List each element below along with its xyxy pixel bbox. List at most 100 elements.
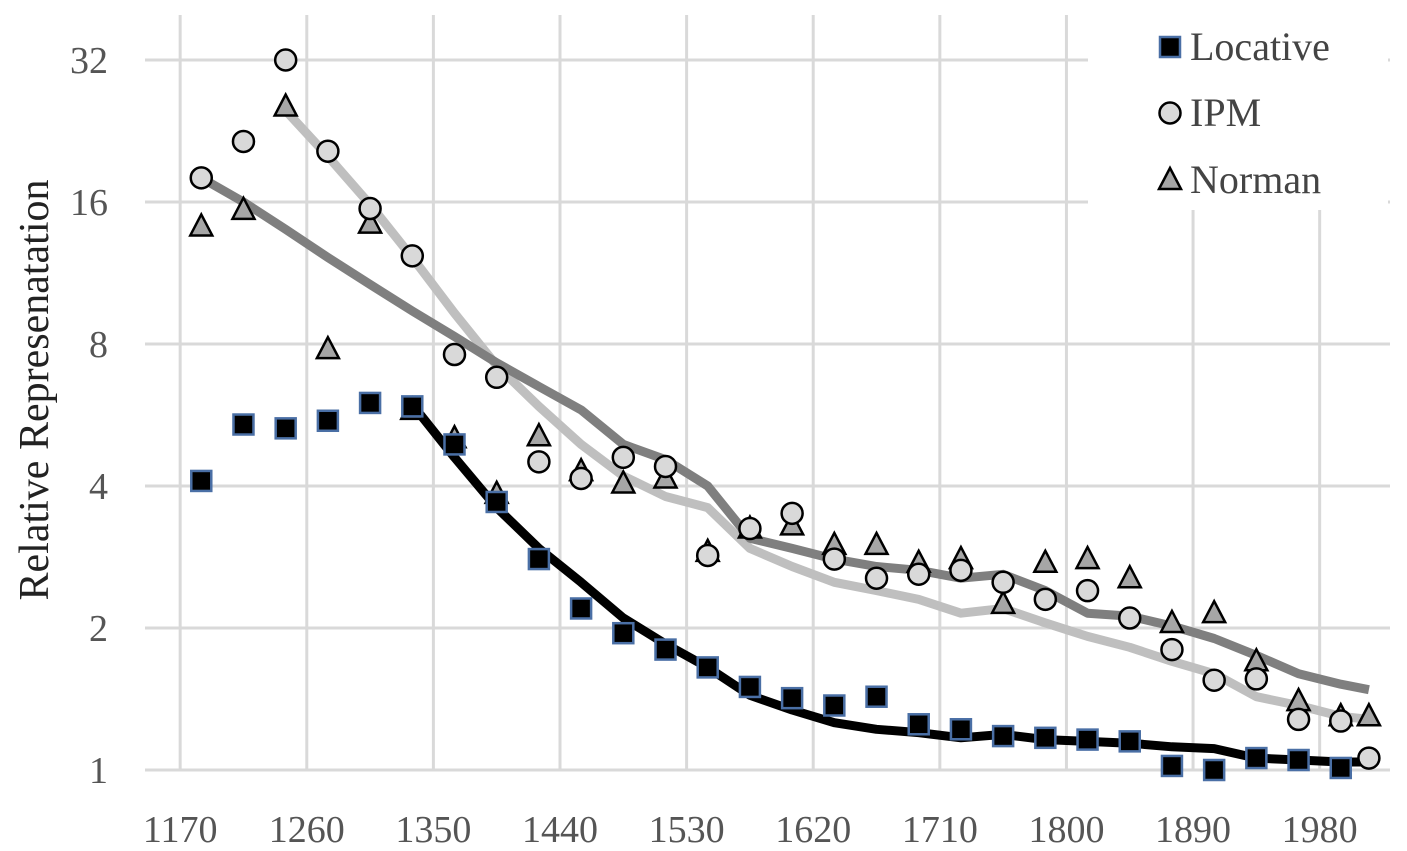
ipm-point: [569, 466, 593, 491]
norman-point: [1116, 563, 1143, 589]
ipm-trend-line: [282, 107, 1370, 724]
x-tick-label: 1440: [522, 809, 598, 851]
ipm-point: [695, 543, 720, 568]
y-tick-label: 16: [70, 182, 108, 224]
ipm-point: [1033, 587, 1058, 612]
ipm-point: [1075, 578, 1100, 603]
norman-point: [1201, 598, 1228, 624]
ipm-point: [653, 454, 678, 479]
ipm-point: [1357, 746, 1381, 770]
locative-point: [443, 433, 466, 456]
ipm-point: [189, 166, 214, 190]
y-tick-label: 32: [70, 40, 108, 82]
x-tick-label: 1980: [1282, 809, 1358, 851]
locative-point: [485, 490, 508, 514]
ipm-point: [400, 244, 425, 268]
locative-point: [358, 391, 382, 415]
y-axis-title: Relative Represenatation: [12, 179, 58, 600]
x-tick-label: 1530: [649, 809, 725, 851]
ipm-point: [780, 501, 804, 526]
locative-point: [190, 469, 213, 493]
locative-point: [527, 547, 551, 571]
y-tick-label: 8: [89, 324, 108, 366]
norman-point: [1032, 548, 1059, 574]
legend-norman-label: Norman: [1190, 157, 1321, 202]
tick-layer: 1170 1260 1350 1440 1530 1620 1710 1800 1890 1980…: [70, 40, 1358, 851]
ipm-point: [442, 342, 467, 367]
legend: Locative IPM Norman: [1088, 10, 1388, 210]
ipm-point: [1329, 709, 1353, 733]
norman-point: [1355, 701, 1382, 727]
ipm-point: [949, 558, 973, 583]
legend-locative-marker: [1158, 35, 1182, 59]
ipm-point: [527, 450, 551, 474]
locative-point: [654, 638, 677, 661]
ipm-point: [611, 445, 636, 470]
y-tick-label: 4: [89, 466, 108, 508]
locative-point: [1287, 748, 1310, 772]
x-tick-label: 1710: [902, 809, 978, 851]
locative-point: [274, 417, 297, 440]
locative-point: [991, 724, 1015, 748]
legend-locative-label: Locative: [1190, 24, 1330, 69]
locative-trend-line: [408, 401, 1369, 767]
ipm-point: [991, 570, 1015, 595]
x-tick-label: 1260: [269, 809, 345, 851]
locative-point: [401, 395, 424, 418]
legend-norman-marker: [1156, 165, 1184, 191]
norman-point: [272, 91, 299, 117]
x-tick-label: 1350: [395, 809, 471, 851]
norman-point: [230, 195, 257, 221]
locative-point: [1118, 730, 1141, 753]
norman-point: [1158, 608, 1186, 634]
ipm-point: [358, 196, 382, 221]
ipm-point: [906, 562, 931, 587]
legend-background: [1088, 10, 1388, 210]
ipm-point: [1244, 667, 1269, 691]
norman-point: [863, 530, 890, 556]
locative-point: [949, 718, 973, 741]
locative-point: [1202, 758, 1226, 782]
norman-point: [188, 211, 215, 237]
locative-point: [1245, 746, 1268, 770]
locative-point: [1034, 726, 1057, 750]
locative-point: [696, 656, 719, 679]
trend-layer: [199, 107, 1370, 767]
y-tick-label: 2: [89, 608, 108, 650]
legend-ipm-marker: [1158, 101, 1182, 125]
ipm-point: [231, 129, 256, 154]
locative-point: [612, 621, 635, 645]
locative-point: [738, 675, 762, 699]
locative-point: [780, 686, 804, 710]
ipm-point: [1202, 668, 1226, 692]
norman-point: [525, 421, 552, 447]
marker-layer: [188, 48, 1382, 782]
ipm-point: [738, 516, 762, 541]
locative-point: [316, 409, 340, 433]
locative-point: [865, 685, 888, 708]
norman-point: [1074, 544, 1101, 570]
x-tick-label: 1170: [143, 809, 218, 851]
locative-point: [1329, 756, 1353, 780]
ipm-point: [822, 547, 847, 571]
norman-point: [314, 334, 341, 360]
y-tick-label: 1: [89, 750, 108, 792]
ipm-point: [484, 365, 509, 390]
grid-layer: [145, 15, 1390, 772]
ipm-point: [273, 48, 298, 72]
ipm-point: [1286, 707, 1311, 732]
locative-point: [823, 694, 846, 717]
x-tick-label: 1890: [1155, 809, 1231, 851]
norman-point: [990, 589, 1017, 615]
ipm-point: [1117, 606, 1142, 630]
norman-trend-line: [199, 173, 1370, 695]
locative-point: [907, 713, 930, 736]
locative-point: [1160, 754, 1184, 778]
locative-point: [1076, 728, 1099, 751]
locative-point: [569, 597, 593, 620]
legend-ipm-label: IPM: [1190, 90, 1261, 135]
ipm-point: [1160, 637, 1184, 662]
ipm-point: [316, 139, 340, 163]
